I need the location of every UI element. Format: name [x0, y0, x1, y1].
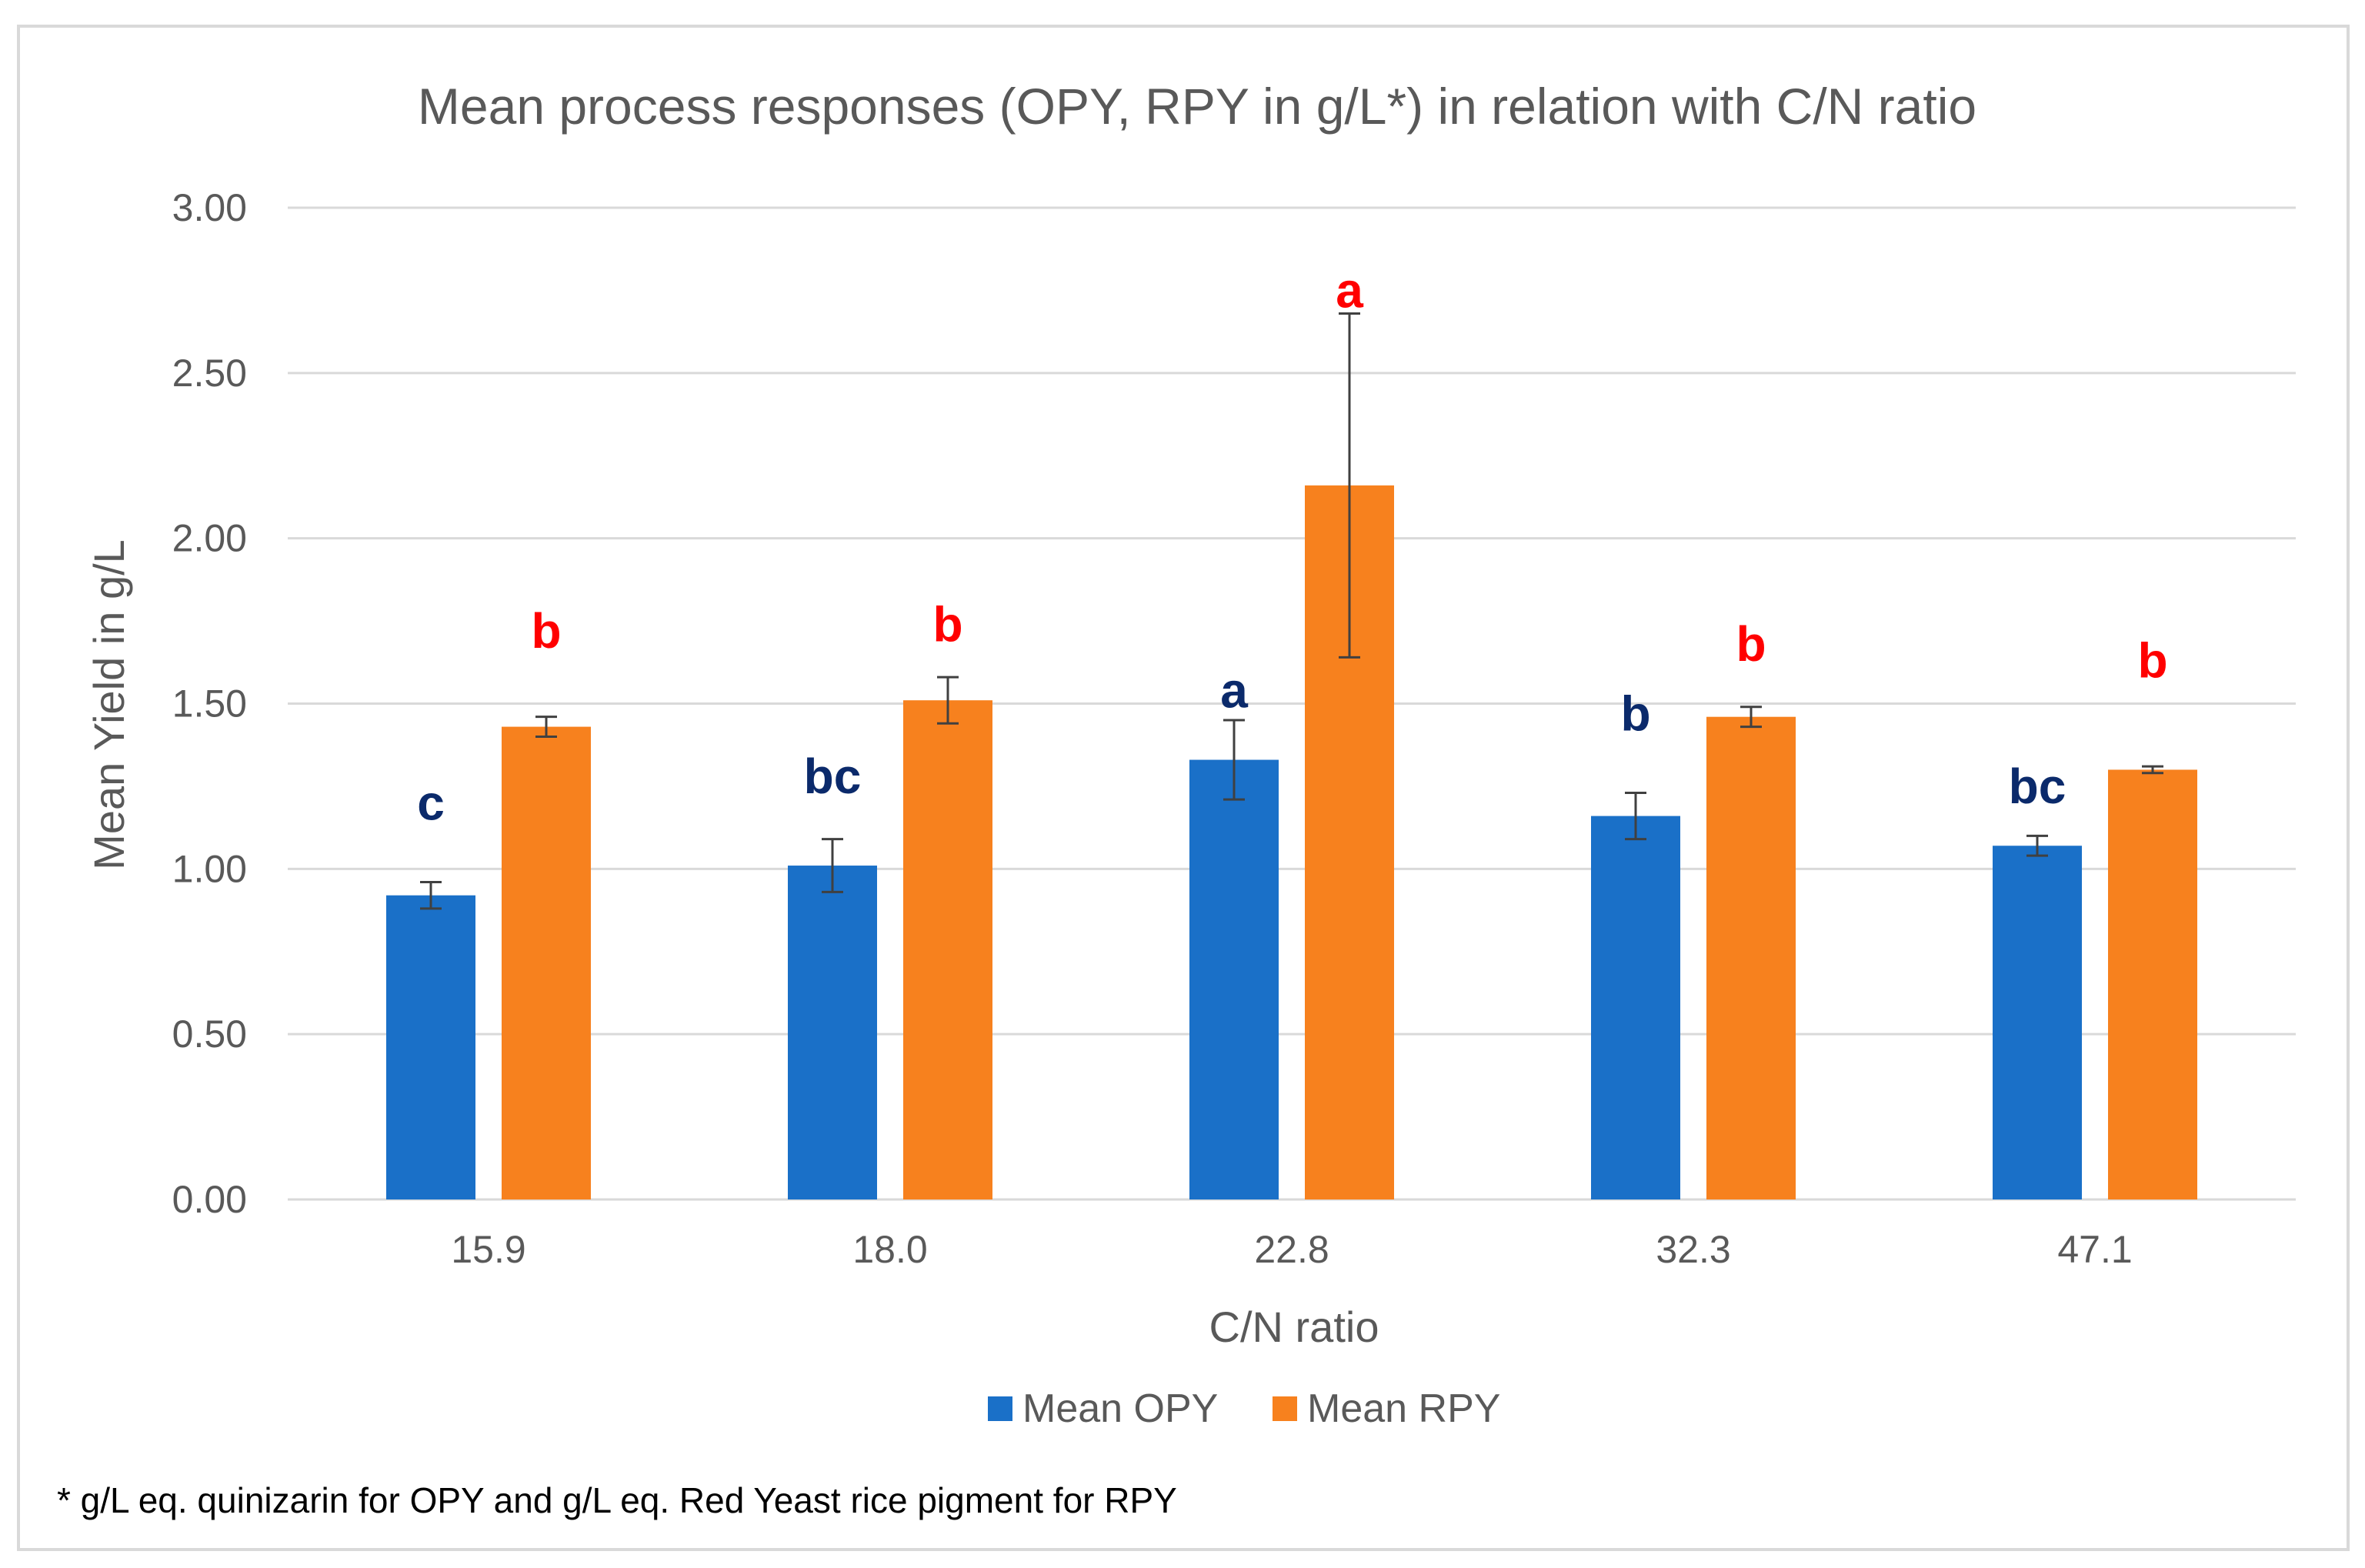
x-tick-label: 47.1 [2057, 1228, 2132, 1271]
y-tick-label: 2.50 [172, 352, 247, 395]
significance-letter-opy: bc [2009, 759, 2066, 814]
bar-rpy [903, 700, 992, 1199]
legend-label-opy: Mean OPY [1022, 1386, 1218, 1431]
bar-rpy [502, 726, 591, 1199]
error-bar-opy [1223, 719, 1245, 801]
x-axis-ticks: 15.9 18.0 22.8 32.3 47.1 [451, 1228, 2132, 1271]
error-bar-rpy [937, 676, 959, 725]
legend-label-rpy: Mean RPY [1307, 1386, 1500, 1431]
y-tick-label: 2.00 [172, 517, 247, 560]
bar-rpy [2108, 769, 2197, 1199]
significance-letter-rpy: b [531, 603, 561, 659]
bar-opy [1993, 846, 2082, 1199]
error-bar-rpy [535, 716, 557, 738]
chart-frame: Mean process responses (OPY, RPY in g/L*… [17, 25, 2350, 1551]
error-bar-opy [822, 838, 843, 893]
x-axis-label: C/N ratio [1209, 1303, 1379, 1351]
x-tick-label: 15.9 [451, 1228, 525, 1271]
bar-opy [1189, 759, 1279, 1199]
chart-title: Mean process responses (OPY, RPY in g/L*… [418, 78, 1976, 135]
y-tick-label: 0.50 [172, 1013, 247, 1056]
y-tick-label: 3.00 [172, 186, 247, 229]
significance-letter-rpy: b [2137, 633, 2167, 689]
bar-opy [386, 895, 475, 1199]
error-bar-opy [420, 881, 442, 910]
significance-letter-rpy: a [1336, 262, 1363, 318]
error-bar-rpy [2142, 765, 2163, 775]
significance-letter-opy: b [1620, 686, 1650, 741]
significance-letter-opy: bc [804, 749, 862, 804]
gridlines [288, 206, 2296, 1201]
error-bar-opy [1625, 792, 1646, 841]
x-tick-label: 32.3 [1656, 1228, 1730, 1271]
y-tick-label: 1.50 [172, 682, 247, 726]
legend: Mean OPY Mean RPY [988, 1386, 1500, 1431]
bars: c b bc b a a b b bc b [386, 262, 2197, 1199]
bar-opy [1591, 816, 1680, 1199]
error-bar-rpy [1740, 706, 1762, 729]
legend-swatch-rpy [1273, 1396, 1297, 1421]
y-tick-label: 1.00 [172, 847, 247, 890]
y-axis-ticks: 0.00 0.50 1.00 1.50 2.00 2.50 3.00 [172, 186, 247, 1221]
significance-letter-rpy: b [1736, 616, 1766, 672]
y-axis-label: Mean Yield in g/L [85, 539, 133, 870]
significance-letter-rpy: b [932, 596, 962, 652]
error-bar-opy [2026, 834, 2048, 857]
significance-letter-opy: a [1220, 662, 1248, 718]
footnote: * g/L eq. quinizarin for OPY and g/L eq.… [57, 1480, 1177, 1520]
error-bar-rpy [1339, 312, 1360, 659]
x-tick-label: 22.8 [1254, 1228, 1329, 1271]
legend-swatch-opy [988, 1396, 1012, 1421]
significance-letter-opy: c [417, 775, 445, 830]
bar-opy [788, 866, 877, 1199]
y-tick-label: 0.00 [172, 1178, 247, 1221]
chart-svg: Mean process responses (OPY, RPY in g/L*… [57, 78, 2296, 1520]
x-tick-label: 18.0 [852, 1228, 927, 1271]
bar-rpy [1706, 716, 1796, 1199]
